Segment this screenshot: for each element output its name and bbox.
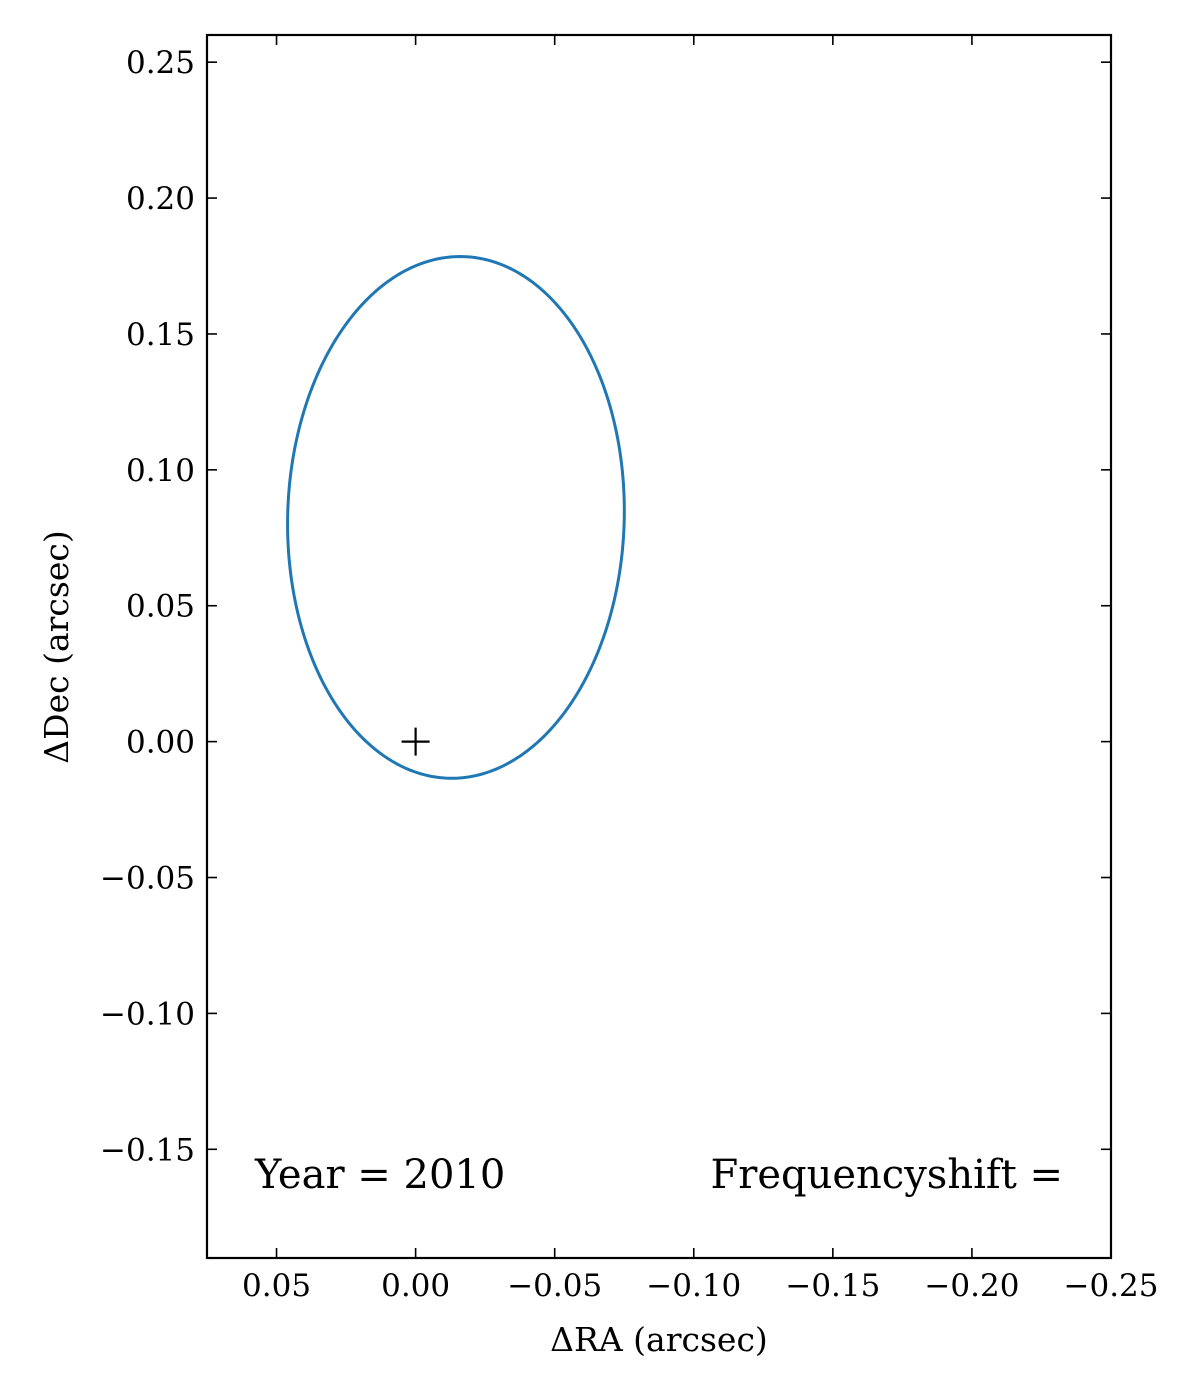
frequency-annotation: Frequencyshift = — [710, 1152, 1063, 1198]
y-tick-label: 0.20 — [126, 181, 195, 217]
plot-marks — [286, 255, 626, 780]
x-tick-label: −0.05 — [507, 1268, 602, 1304]
y-tick-label: 0.10 — [126, 453, 195, 489]
y-axis-title: ΔDec (arcsec) — [37, 530, 76, 763]
y-tick-label: 0.00 — [126, 725, 195, 761]
y-tick-labels: 0.25 0.20 0.15 0.10 0.05 0.00 −0.05 −0.10 −0.15 — [100, 45, 195, 1168]
x-tick-label: −0.25 — [1064, 1268, 1159, 1304]
y-tick-label: −0.15 — [100, 1132, 195, 1168]
y-tick-label: 0.25 — [126, 45, 195, 81]
x-tick-label: 0.00 — [381, 1268, 450, 1304]
x-tick-label: −0.15 — [785, 1268, 880, 1304]
x-tick-label: −0.20 — [924, 1268, 1019, 1304]
x-tick-labels: 0.05 0.00 −0.05 −0.10 −0.15 −0.20 −0.25 — [242, 1268, 1158, 1304]
x-tick-marks — [275, 35, 1112, 1258]
year-annotation: Year = 2010 — [254, 1152, 505, 1198]
x-axis-title: ΔRA (arcsec) — [550, 1320, 768, 1359]
x-tick-label: −0.10 — [646, 1268, 741, 1304]
y-tick-label: 0.05 — [126, 589, 195, 625]
y-tick-label: −0.10 — [100, 996, 195, 1032]
y-tick-label: 0.15 — [126, 317, 195, 353]
orbit-ellipse — [286, 255, 626, 780]
x-tick-label: 0.05 — [242, 1268, 311, 1304]
y-tick-label: −0.05 — [100, 861, 195, 897]
plot-frame — [205, 33, 1113, 1260]
y-tick-marks — [207, 61, 1111, 1151]
origin-plus-marker — [401, 727, 430, 756]
